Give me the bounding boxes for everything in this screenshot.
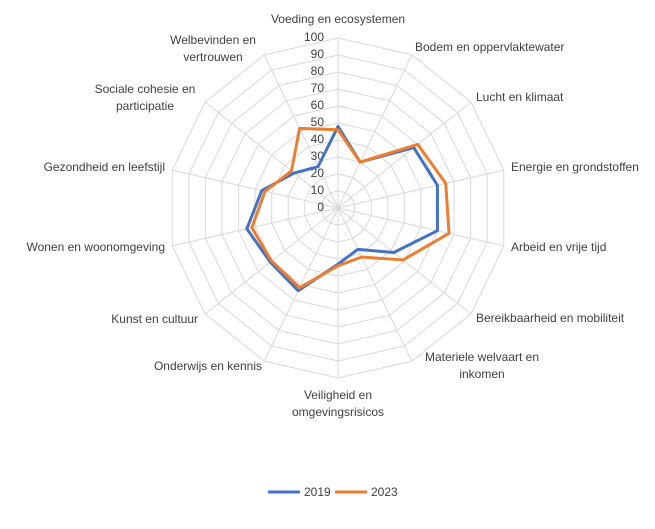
category-label: Kunst en cultuur xyxy=(111,312,198,326)
r-tick-label: 40 xyxy=(311,132,325,146)
category-label: Arbeid en vrije tijd xyxy=(511,240,606,254)
r-tick-label: 60 xyxy=(311,98,325,112)
category-label: Veiligheid en omgevingsrisicos xyxy=(292,388,384,419)
category-label: Gezondheid en leefstijl xyxy=(44,160,165,174)
r-tick-label: 20 xyxy=(311,166,325,180)
series-line xyxy=(250,126,451,290)
r-tick-label: 0 xyxy=(317,200,324,214)
legend-label: 2019 xyxy=(304,485,331,499)
r-tick-label: 100 xyxy=(304,30,324,44)
spoke xyxy=(337,54,413,209)
spoke xyxy=(337,101,472,209)
category-label: Onderwijs en kennis xyxy=(154,359,262,373)
spoke xyxy=(337,207,504,247)
r-tick-label: 70 xyxy=(311,81,325,95)
category-label: Voeding en ecosystemen xyxy=(271,12,405,26)
category-label: Welbevinden en vertrouwen xyxy=(170,33,256,64)
r-tick-label: 10 xyxy=(311,183,325,197)
spoke xyxy=(263,54,339,209)
category-label: Bereikbaarheid en mobiliteit xyxy=(476,311,625,325)
r-tick-label: 90 xyxy=(311,47,325,61)
spoke xyxy=(204,101,339,209)
spoke xyxy=(337,207,472,315)
category-label: Lucht en klimaat xyxy=(476,90,564,104)
r-tick-label: 80 xyxy=(311,64,325,78)
category-label: Sociale cohesie en participatie xyxy=(95,82,196,113)
category-label: Materiele welvaart en inkomen xyxy=(425,350,539,381)
spoke xyxy=(172,169,339,209)
spoke xyxy=(263,207,339,362)
spoke xyxy=(337,207,413,362)
spoke xyxy=(337,169,504,209)
category-label: Energie en grondstoffen xyxy=(511,160,639,174)
category-label: Bodem en oppervlaktewater xyxy=(415,40,564,54)
r-tick-label: 50 xyxy=(311,115,325,129)
category-label: Wonen en woonomgeving xyxy=(26,240,165,254)
legend-label: 2023 xyxy=(371,485,398,499)
spoke xyxy=(172,207,339,247)
